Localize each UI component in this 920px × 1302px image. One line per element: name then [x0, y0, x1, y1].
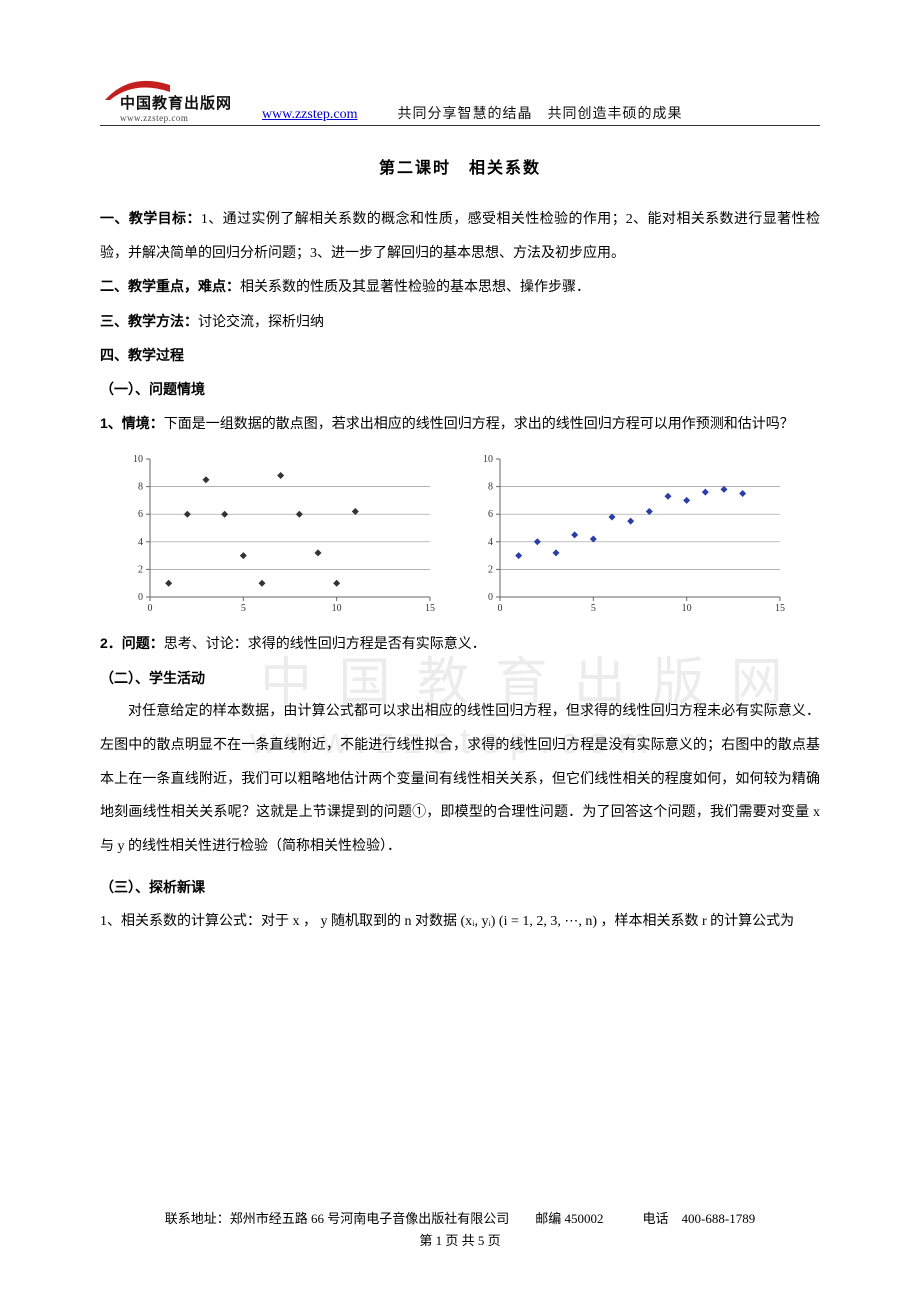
svg-text:0: 0 — [488, 592, 493, 603]
svg-text:0: 0 — [148, 603, 153, 614]
svg-text:15: 15 — [775, 603, 785, 614]
svg-text:2: 2 — [488, 565, 493, 576]
svg-text:2: 2 — [138, 565, 143, 576]
svg-text:10: 10 — [483, 454, 493, 465]
para-method: 三、教学方法：讨论交流，探析归纳 — [100, 305, 820, 340]
label-question: 2．问题： — [100, 635, 164, 651]
text-formula-intro: 1、相关系数的计算公式：对于 x ， y 随机取到的 n 对数据 (xᵢ, yᵢ… — [100, 905, 820, 939]
text-method: 讨论交流，探析归纳 — [198, 315, 324, 330]
scatter-chart-left: 0 5 10 15 0 2 4 6 8 10 — [120, 449, 440, 619]
page-header: 中国教育出版网 www.zzstep.com www.zzstep.com 共同… — [100, 70, 820, 126]
svg-text:10: 10 — [332, 603, 342, 614]
para-objective: 一、教学目标：1、通过实例了解相关系数的概念和性质，感受相关性检验的作用；2、能… — [100, 202, 820, 270]
body-text: 一、教学目标：1、通过实例了解相关系数的概念和性质，感受相关性检验的作用；2、能… — [100, 202, 820, 441]
para-situation: 1、情境：下面是一组数据的散点图，若求出相应的线性回归方程，求出的线性回归方程可… — [100, 407, 820, 442]
svg-text:5: 5 — [241, 603, 246, 614]
text-question: 思考、讨论：求得的线性回归方程是否有实际意义． — [164, 637, 486, 652]
page-footer: 联系地址：郑州市经五路 66 号河南电子音像出版社有限公司 邮编 450002 … — [0, 1208, 920, 1252]
logo-text-url: www.zzstep.com — [120, 113, 232, 123]
section-3-head: （三）、探析新课 — [100, 871, 820, 905]
svg-text:4: 4 — [138, 537, 143, 548]
lesson-title: 第二课时 相关系数 — [100, 154, 820, 178]
para-question: 2．问题：思考、讨论：求得的线性回归方程是否有实际意义． — [100, 627, 820, 662]
footer-page-number: 第 1 页 共 5 页 — [0, 1230, 920, 1252]
para-focus: 二、教学重点，难点：相关系数的性质及其显著性检验的基本思想、操作步骤． — [100, 270, 820, 305]
text-objective: 1、通过实例了解相关系数的概念和性质，感受相关性检验的作用；2、能对相关系数进行… — [100, 212, 820, 261]
label-objective: 一、教学目标： — [100, 210, 201, 226]
text-activity: 对任意给定的样本数据，由计算公式都可以求出相应的线性回归方程，但求得的线性回归方… — [100, 695, 820, 863]
label-method: 三、教学方法： — [100, 313, 198, 329]
svg-text:0: 0 — [138, 592, 143, 603]
section-1-head: （一）、问题情境 — [100, 373, 820, 407]
svg-text:0: 0 — [498, 603, 503, 614]
body-text-2: 2．问题：思考、讨论：求得的线性回归方程是否有实际意义． （二）、学生活动 对任… — [100, 627, 820, 938]
scatter-chart-right: 0 5 10 15 0 2 4 6 8 10 — [470, 449, 790, 619]
svg-text:8: 8 — [488, 482, 493, 493]
svg-text:8: 8 — [138, 482, 143, 493]
svg-text:10: 10 — [133, 454, 143, 465]
text-focus: 相关系数的性质及其显著性检验的基本思想、操作步骤． — [240, 280, 590, 295]
scatter-charts-row: 0 5 10 15 0 2 4 6 8 10 0 5 10 15 0 2 4 6 8 10 — [120, 449, 820, 619]
header-link[interactable]: www.zzstep.com — [262, 107, 358, 123]
site-logo: 中国教育出版网 www.zzstep.com — [100, 70, 232, 123]
svg-text:6: 6 — [488, 509, 493, 520]
svg-text:4: 4 — [488, 537, 493, 548]
header-slogan: 共同分享智慧的结晶 共同创造丰硕的成果 — [398, 103, 683, 123]
label-process: 四、教学过程 — [100, 339, 820, 373]
svg-text:10: 10 — [682, 603, 692, 614]
svg-text:6: 6 — [138, 509, 143, 520]
svg-text:15: 15 — [425, 603, 435, 614]
label-focus: 二、教学重点，难点： — [100, 278, 240, 294]
label-situation: 1、情境： — [100, 415, 164, 431]
footer-address: 联系地址：郑州市经五路 66 号河南电子音像出版社有限公司 邮编 450002 … — [0, 1208, 920, 1230]
svg-text:5: 5 — [591, 603, 596, 614]
section-2-head: （二）、学生活动 — [100, 662, 820, 696]
text-situation: 下面是一组数据的散点图，若求出相应的线性回归方程，求出的线性回归方程可以用作预测… — [164, 417, 794, 432]
logo-text-cn: 中国教育出版网 — [120, 92, 232, 113]
